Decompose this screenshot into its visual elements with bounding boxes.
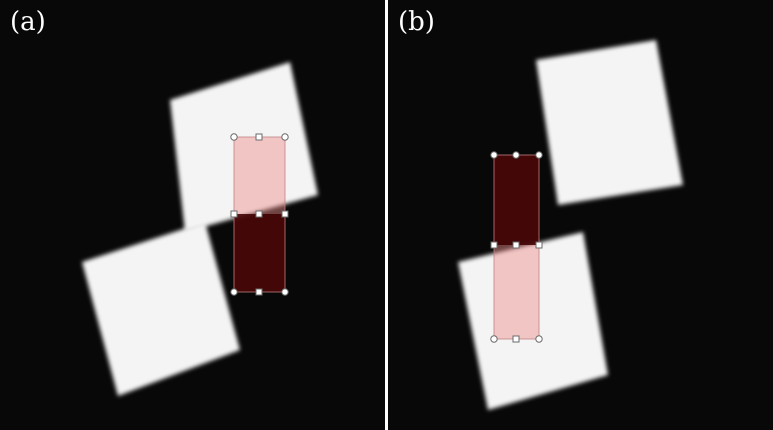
light-red-region: [494, 245, 539, 339]
handle-top-mid[interactable]: [255, 133, 263, 141]
handle-bottom-left[interactable]: [490, 335, 498, 343]
overlay-handles[interactable]: [230, 133, 289, 296]
handle-top-left[interactable]: [230, 133, 238, 141]
upper-white-square: [170, 62, 318, 232]
handle-top-right[interactable]: [281, 133, 289, 141]
panel-a-image: [82, 62, 318, 396]
lower-white-square: [458, 232, 608, 410]
handle-mid-center[interactable]: [512, 241, 520, 249]
handle-mid-right[interactable]: [281, 210, 289, 218]
panel-a: (a): [0, 0, 385, 430]
handle-top-mid[interactable]: [512, 151, 520, 159]
panel-b: (b): [388, 0, 773, 430]
lower-white-square: [82, 222, 240, 396]
dark-red-region: [234, 214, 285, 292]
handle-bottom-right[interactable]: [281, 288, 289, 296]
handle-top-left[interactable]: [490, 151, 498, 159]
handle-mid-right[interactable]: [535, 241, 543, 249]
handle-bottom-mid[interactable]: [512, 335, 520, 343]
handle-top-right[interactable]: [535, 151, 543, 159]
handle-bottom-left[interactable]: [230, 288, 238, 296]
upper-white-square: [536, 40, 683, 205]
handle-mid-left[interactable]: [230, 210, 238, 218]
panel-b-image: [458, 40, 683, 410]
handle-mid-left[interactable]: [490, 241, 498, 249]
panel-divider: [385, 0, 388, 430]
handle-bottom-mid[interactable]: [255, 288, 263, 296]
handle-bottom-right[interactable]: [535, 335, 543, 343]
handle-mid-center[interactable]: [255, 210, 263, 218]
panel-a-label: (a): [10, 7, 46, 37]
panel-b-label: (b): [398, 7, 435, 37]
overlay-handles[interactable]: [490, 151, 543, 343]
light-red-region: [234, 137, 285, 214]
dark-red-region: [494, 155, 539, 245]
